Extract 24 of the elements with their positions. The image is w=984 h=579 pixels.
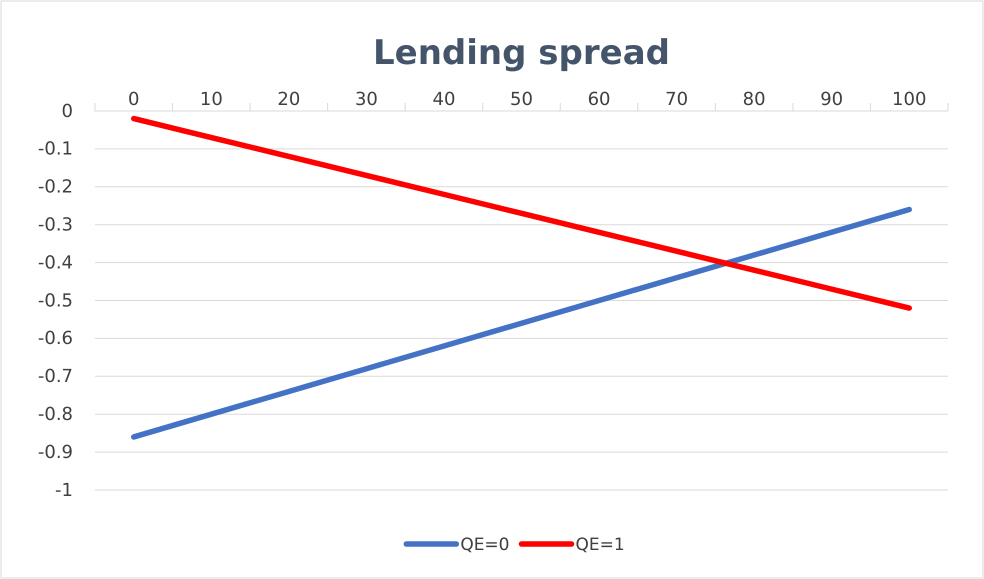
y-tick-label: -1 <box>55 480 73 501</box>
x-tick-label: 100 <box>892 89 926 110</box>
x-tick-label: 90 <box>820 89 844 110</box>
x-tick-label: 10 <box>200 89 223 110</box>
legend-label: QE=1 <box>576 535 625 555</box>
x-tick-label: 30 <box>354 89 378 110</box>
y-tick-label: -0.1 <box>38 138 73 160</box>
chart-title: Lending spread <box>373 33 670 73</box>
x-tick-label: 40 <box>432 89 456 110</box>
x-tick-label: 20 <box>277 89 300 110</box>
y-tick-label: -0.7 <box>38 366 73 388</box>
y-tick-label: -0.4 <box>38 252 73 274</box>
y-tick-label: -0.9 <box>38 442 73 463</box>
y-tick-label: -0.8 <box>38 404 73 425</box>
y-tick-label: -0.6 <box>38 328 73 350</box>
y-tick-label: -0.3 <box>38 214 73 236</box>
y-tick-label: -0.2 <box>38 176 73 198</box>
y-tick-label: -0.5 <box>38 290 73 312</box>
x-tick-label: 60 <box>588 89 610 110</box>
legend-label: QE=0 <box>460 535 510 555</box>
x-tick-label: 50 <box>510 89 533 110</box>
x-tick-label: 80 <box>742 89 766 110</box>
x-tick-label: 0 <box>128 89 140 110</box>
x-tick-label: 70 <box>665 89 688 110</box>
